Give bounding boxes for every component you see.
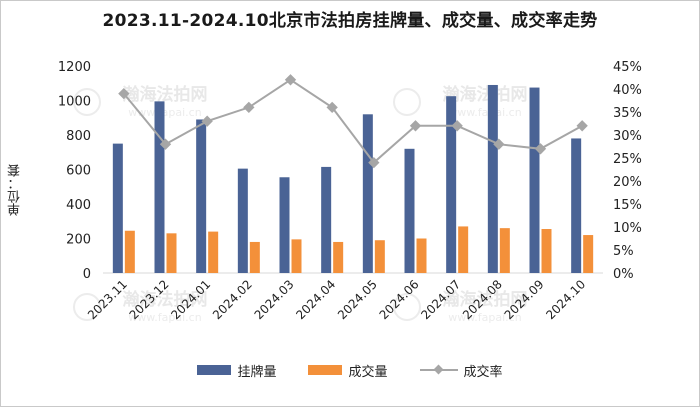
- legend-swatch-listing: [197, 365, 232, 375]
- deal-bar: [333, 241, 344, 273]
- right-tick-label: 25%: [613, 152, 642, 167]
- watermark-url: www.fapai.cn: [448, 311, 521, 324]
- rate-point: [534, 143, 547, 155]
- listing-bar: [321, 166, 332, 273]
- deal-bars: [124, 226, 594, 273]
- watermark-url: www.fapai.cn: [128, 106, 201, 119]
- watermarks: 瀚海法拍网www.fapai.cn瀚海法拍网www.fapai.cn瀚海法拍网w…: [73, 84, 528, 324]
- deal-bar: [208, 231, 219, 273]
- x-tick-label: 2024.06: [377, 277, 422, 322]
- listing-bar: [279, 177, 290, 273]
- deal-bar: [541, 229, 552, 273]
- right-tick-label: 0%: [613, 267, 634, 282]
- right-tick-label: 10%: [613, 221, 642, 236]
- right-tick-label: 45%: [613, 60, 642, 75]
- legend-swatch-rate: [419, 365, 458, 375]
- deal-bar: [416, 238, 427, 273]
- rate-polyline: [123, 78, 583, 165]
- x-tick-label: 2024.03: [252, 277, 297, 322]
- x-tick-label: 2024.04: [293, 277, 338, 322]
- chart-title: 2023.11-2024.10北京市法拍房挂牌量、成交量、成交率走势: [102, 11, 598, 31]
- watermark-logo-icon: [393, 293, 421, 321]
- watermark-text: 瀚海法拍网: [122, 84, 208, 105]
- watermark-logo-icon: [73, 293, 101, 321]
- left-tick-label: 600: [66, 164, 91, 179]
- x-tick-label: 2024.10: [543, 277, 588, 322]
- listing-bar: [154, 101, 165, 273]
- left-tick-label: 1200: [58, 60, 91, 75]
- listing-bar: [362, 114, 373, 273]
- listing-bar: [404, 148, 415, 273]
- watermark-url: www.fapai.cn: [448, 106, 521, 119]
- rate-point: [243, 101, 255, 114]
- right-tick-label: 30%: [613, 129, 642, 144]
- left-axis-ticks: 0 200 400 600 800 1000 1200: [58, 60, 91, 282]
- watermark-url: www.fapai.cn: [128, 311, 201, 324]
- left-tick-label: 800: [66, 129, 91, 144]
- right-tick-label: 40%: [613, 83, 642, 98]
- deal-bar: [499, 228, 510, 273]
- listing-bar: [571, 138, 582, 273]
- listing-bar: [487, 84, 498, 273]
- deal-bar: [124, 230, 135, 273]
- listing-bar: [196, 119, 207, 273]
- legend: 挂牌量 成交量 成交率: [0, 360, 700, 380]
- listing-bar: [446, 96, 457, 273]
- legend-item-rate: 成交率: [419, 361, 503, 380]
- deal-bar: [291, 239, 302, 273]
- deal-bar: [583, 235, 594, 273]
- watermark-logo-icon: [73, 88, 101, 116]
- left-tick-label: 400: [66, 198, 91, 213]
- rate-point: [493, 138, 505, 150]
- listing-bar: [112, 143, 123, 273]
- watermark-logo-icon: [393, 88, 421, 116]
- legend-label-listing: 挂牌量: [237, 364, 277, 380]
- legend-label-deals: 成交量: [348, 364, 388, 380]
- legend-label-rate: 成交率: [463, 364, 503, 380]
- combo-chart: 瀚海法拍网www.fapai.cn瀚海法拍网www.fapai.cn瀚海法拍网w…: [58, 60, 642, 324]
- right-tick-label: 15%: [613, 198, 642, 213]
- legend-swatch-deals: [308, 365, 343, 375]
- deal-bar: [166, 233, 177, 273]
- watermark-text: 瀚海法拍网: [122, 289, 208, 310]
- legend-item-listing: 挂牌量: [197, 361, 276, 380]
- listing-bar: [529, 87, 540, 273]
- x-tick-label: 2024.02: [210, 277, 255, 322]
- deal-bar: [374, 240, 385, 273]
- right-tick-label: 35%: [613, 106, 642, 121]
- deal-bar: [458, 226, 469, 273]
- rate-point: [576, 120, 588, 132]
- right-axis-ticks: 0% 5% 10% 15% 20% 25% 30% 35% 40% 45%: [613, 60, 642, 282]
- left-tick-label: 0: [83, 267, 91, 282]
- legend-item-deals: 成交量: [308, 361, 388, 380]
- right-tick-label: 20%: [613, 175, 642, 190]
- left-tick-label: 1000: [58, 95, 91, 110]
- rate-point: [284, 74, 297, 86]
- listing-bars: [112, 84, 582, 273]
- watermark-text: 瀚海法拍网: [442, 84, 528, 105]
- deal-bar: [249, 241, 260, 273]
- watermark-text: 瀚海法拍网: [442, 289, 528, 310]
- left-tick-label: 200: [66, 233, 91, 248]
- x-tick-label: 2024.05: [335, 277, 380, 322]
- rate-point: [368, 156, 380, 169]
- rate-point: [159, 138, 172, 150]
- listing-bar: [237, 168, 248, 273]
- right-tick-label: 5%: [613, 244, 634, 259]
